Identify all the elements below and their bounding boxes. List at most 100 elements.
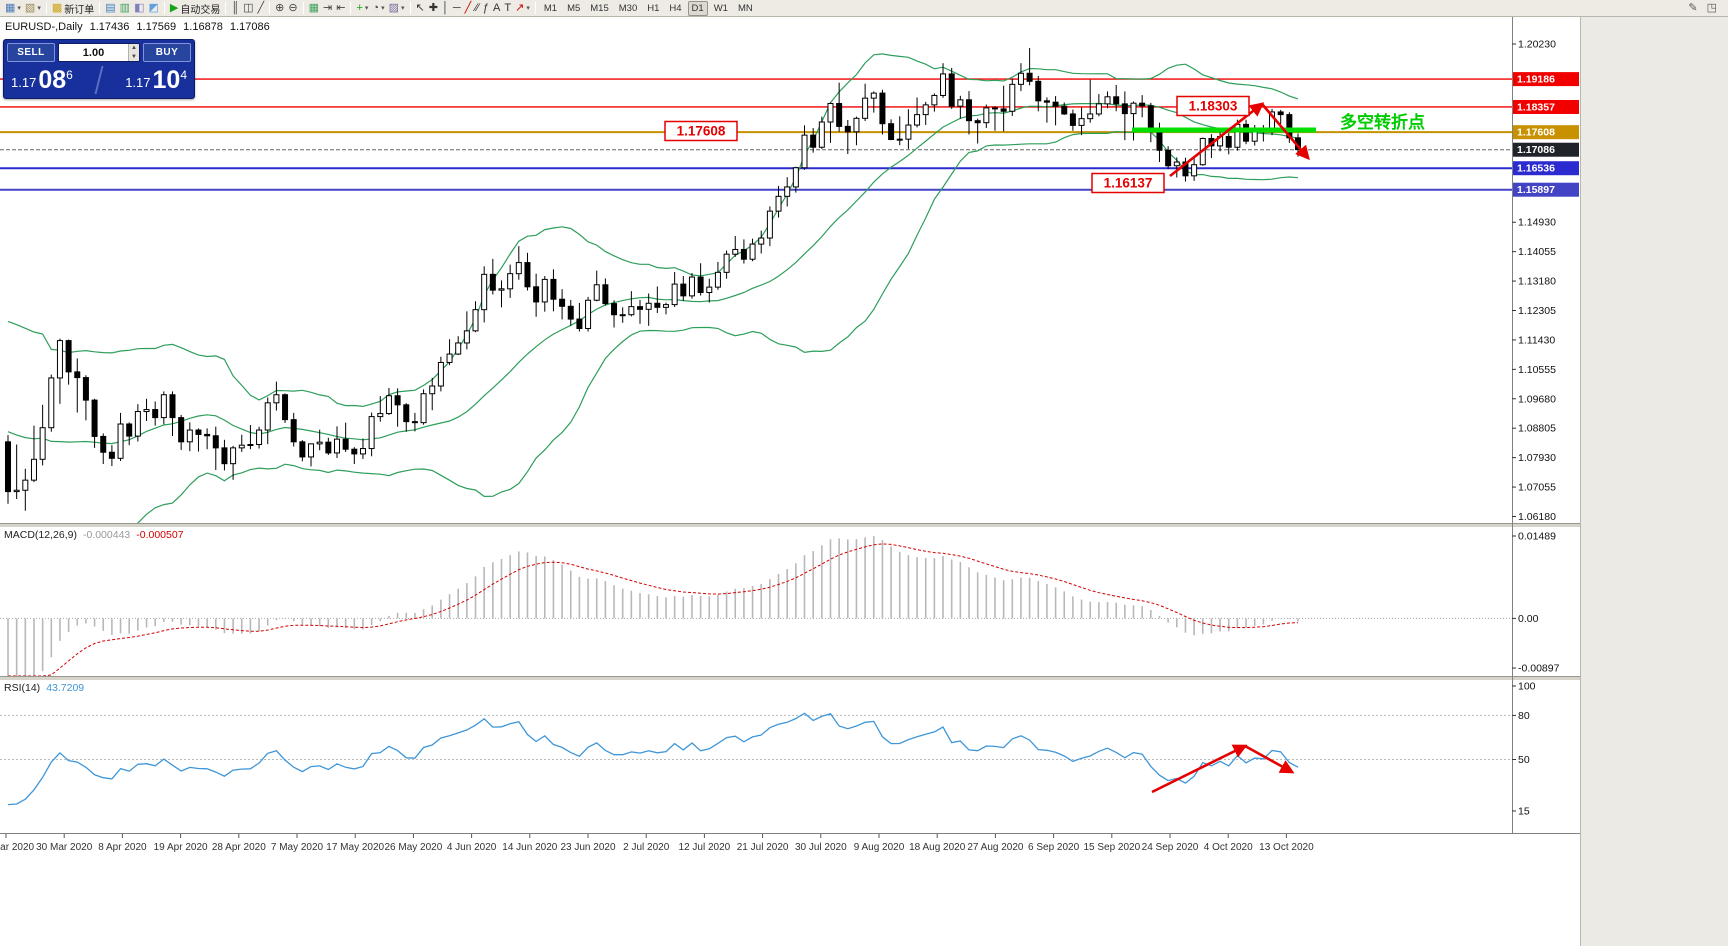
templates-icon: ▨ (388, 1, 399, 14)
window-restore-button[interactable]: ◳ (1705, 1, 1719, 16)
trend-arrow-2[interactable] (1261, 103, 1310, 161)
tile-windows-button[interactable]: ▦ (307, 1, 321, 16)
chevron-down-icon: ▾ (364, 5, 369, 12)
svg-text:1.18357: 1.18357 (1517, 101, 1555, 113)
sell-price[interactable]: 1.17 08 6 (11, 68, 73, 93)
right-empty-panel (1580, 17, 1728, 946)
svg-text:1.09680: 1.09680 (1518, 393, 1556, 405)
toolbar-separator (269, 2, 271, 14)
pencil-icon: ✎ (1688, 1, 1698, 14)
close-value: 1.17086 (229, 21, 270, 33)
price-axis[interactable]: 1.20230 1.14930 1.14055 1.13180 1.12305 1.114… (1512, 17, 1579, 833)
auto-trading-button[interactable]: ▶ 自动交易 (168, 1, 222, 16)
pivot-annotation-text[interactable]: 多空转折点 (1340, 112, 1425, 132)
cursor-button[interactable]: ↖ (414, 1, 427, 16)
svg-text:15 Sep 2020: 15 Sep 2020 (1083, 842, 1140, 853)
window-restore-icon: ◳ (1706, 1, 1717, 14)
timeframe-h4[interactable]: H4 (669, 2, 682, 14)
svg-text:1.17086: 1.17086 (1517, 144, 1555, 156)
svg-text:1.07930: 1.07930 (1518, 452, 1556, 464)
periods-button[interactable]: ◔ ▾ (370, 1, 386, 16)
price-callout-1.17608[interactable]: 1.17608 (664, 120, 738, 142)
buy-button[interactable]: BUY (143, 43, 191, 62)
zoom-in-button[interactable]: ⊕ (273, 1, 286, 16)
rsi-arrow-1[interactable] (1151, 744, 1248, 794)
new-order-button-label: 新订单 (64, 4, 95, 16)
price-pane[interactable] (7, 53, 1299, 547)
vertical-line-button[interactable]: │ (440, 1, 451, 16)
navigator-button[interactable]: ◧ (132, 1, 146, 16)
timeframe-m15[interactable]: M15 (590, 2, 609, 14)
svg-text:1.17608: 1.17608 (677, 124, 726, 139)
text-label-button[interactable]: T (502, 1, 513, 16)
svg-text:28 Apr 2020: 28 Apr 2020 (212, 842, 266, 853)
symbol-period-label: EURUSD-,Daily (5, 21, 83, 33)
text-button[interactable]: A (491, 1, 502, 16)
text-icon: A (493, 1, 501, 14)
indicators-button[interactable]: + ▾ (354, 1, 370, 16)
pane-splitter-1[interactable] (0, 523, 1580, 527)
trendline-button[interactable]: ╱ (463, 1, 474, 16)
price-chart-canvas[interactable]: 1.17608 1.18303 1.16137 多空转折点 MACD(12,26,9) -… (0, 17, 1580, 862)
bar-chart-button[interactable]: ║ (229, 1, 241, 16)
timeframe-d1[interactable]: D1 (687, 0, 708, 16)
svg-text:0.00: 0.00 (1518, 613, 1539, 625)
rsi-label: RSI(14) 43.7209 (4, 682, 84, 694)
chart-window[interactable]: 1.17608 1.18303 1.16137 多空转折点 MACD(12,26,9) -… (0, 17, 1580, 862)
price-callout-1.18303[interactable]: 1.18303 (1176, 95, 1250, 117)
timeframe-h1[interactable]: H1 (647, 2, 660, 14)
timeframe-buttons: M1 M5 M15 M30 H1 H4 D1 W1 MN (539, 0, 758, 16)
new-chart-button[interactable]: ▦ ▾ (3, 1, 23, 16)
svg-text:4 Jun 2020: 4 Jun 2020 (447, 842, 497, 853)
sell-button[interactable]: SELL (7, 43, 55, 62)
svg-text:7 May 2020: 7 May 2020 (271, 842, 324, 853)
auto-scroll-button[interactable]: ⇥ (321, 1, 334, 16)
timeframe-m1[interactable]: M1 (543, 2, 558, 14)
edit-button[interactable]: ✎ (1686, 1, 1699, 16)
channel-icon: ∕∕ (475, 1, 479, 14)
toolbar-separator (99, 2, 101, 14)
candlestick-chart-button[interactable]: ◫ (241, 1, 255, 16)
arrows-tool-button[interactable]: ↗ ▾ (513, 1, 532, 16)
line-chart-button[interactable]: ╱ (256, 1, 267, 16)
level-lines[interactable] (0, 78, 1512, 191)
volume-input[interactable] (59, 44, 128, 61)
chart-shift-button[interactable]: ⇤ (334, 1, 347, 16)
pane-splitter-2[interactable] (0, 676, 1580, 680)
rsi-pane[interactable] (0, 712, 1512, 806)
macd-pane[interactable] (0, 536, 1512, 676)
toolbar-separator (45, 2, 47, 14)
svg-text:6 Sep 2020: 6 Sep 2020 (1028, 842, 1080, 853)
new-order-button[interactable]: ▩ 新订单 (50, 1, 96, 16)
market-watch-button[interactable]: ▤ (103, 1, 117, 16)
timeframe-w1[interactable]: W1 (713, 2, 728, 14)
svg-text:1.11430: 1.11430 (1518, 334, 1555, 346)
spinner-up-icon[interactable]: ▲ (131, 45, 137, 51)
horizontal-line-icon: ─ (452, 1, 461, 14)
crosshair-button[interactable]: ✚ (427, 1, 440, 16)
timeframe-mn[interactable]: MN (737, 2, 753, 14)
data-window-button[interactable]: ▥ (118, 1, 132, 16)
svg-text:19 Apr 2020: 19 Apr 2020 (154, 842, 208, 853)
new-order-icon: ▩ (51, 1, 63, 14)
fibonacci-button[interactable]: ƒ (481, 1, 491, 16)
spinner-down-icon[interactable]: ▼ (131, 53, 137, 60)
buy-price[interactable]: 1.17 10 4 (125, 68, 187, 93)
channel-button[interactable]: ∕∕ (473, 1, 481, 16)
svg-text:21 Jul 2020: 21 Jul 2020 (737, 842, 789, 853)
zoom-out-button[interactable]: ⊖ (286, 1, 299, 16)
chevron-down-icon: ▾ (526, 5, 530, 12)
rsi-arrow-2[interactable] (1244, 744, 1295, 774)
timeframe-m30[interactable]: M30 (618, 2, 638, 14)
templates-button[interactable]: ▨ ▾ (387, 1, 407, 16)
timeframe-m5[interactable]: M5 (567, 2, 581, 14)
profiles-button[interactable]: ▧ ▾ (23, 1, 43, 16)
price-callout-1.16137[interactable]: 1.16137 (1091, 172, 1165, 194)
buy-price-major: 1.17 (125, 75, 151, 90)
chart-ohlc-info: EURUSD-,Daily 1.17436 1.17569 1.16878 1.1708… (5, 21, 277, 33)
terminal-button[interactable]: ◩ (146, 1, 160, 16)
horizontal-line-button[interactable]: ─ (451, 1, 463, 16)
macd-label: MACD(12,26,9) -0.000443 -0.000507 (4, 529, 184, 541)
